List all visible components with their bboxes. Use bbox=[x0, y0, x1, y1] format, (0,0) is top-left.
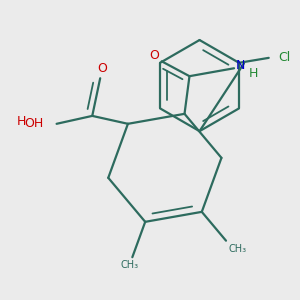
Text: OH: OH bbox=[25, 117, 44, 130]
Text: N: N bbox=[236, 59, 245, 72]
Text: CH₃: CH₃ bbox=[229, 244, 247, 254]
Text: CH₃: CH₃ bbox=[120, 260, 138, 270]
Text: O: O bbox=[149, 49, 159, 62]
Text: H: H bbox=[249, 67, 258, 80]
Text: Cl: Cl bbox=[279, 51, 291, 64]
Text: H: H bbox=[17, 115, 27, 128]
Text: O: O bbox=[97, 62, 107, 75]
